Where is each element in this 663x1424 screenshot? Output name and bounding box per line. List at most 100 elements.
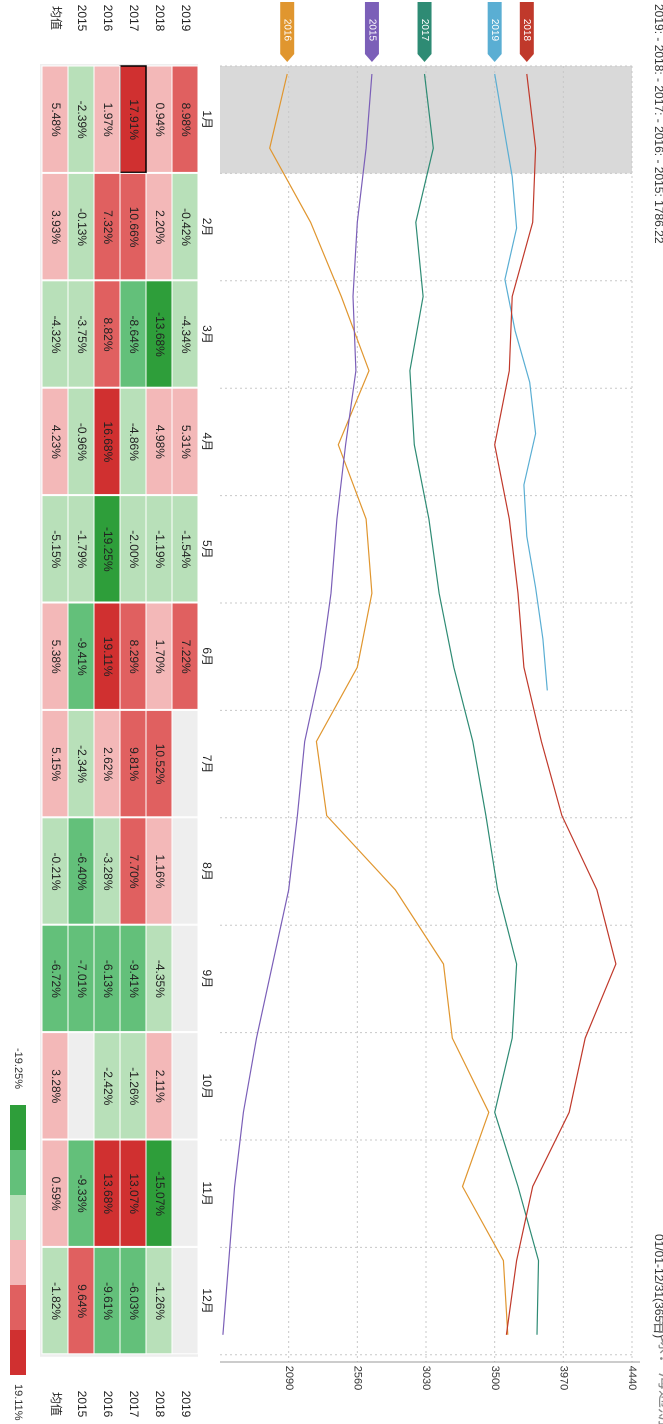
cell-value: -6.03% bbox=[127, 1282, 141, 1320]
cell-value: 4.98% bbox=[153, 425, 167, 459]
table-cell: -7.01% bbox=[67, 924, 95, 1033]
color-scale-swatch bbox=[10, 1240, 26, 1285]
table-cell: 5.31% bbox=[171, 387, 199, 496]
cell-value: 3.28% bbox=[49, 1069, 63, 1103]
table-cell: 16.68% bbox=[93, 387, 121, 496]
series-flag-label: 2018 bbox=[521, 19, 532, 42]
cell-value: -4.86% bbox=[127, 423, 141, 461]
cell-value: -0.13% bbox=[75, 208, 89, 246]
table-cell: 7.22% bbox=[171, 602, 199, 710]
table-cell: 13.68% bbox=[93, 1139, 121, 1247]
month-label: 7月 bbox=[200, 755, 214, 774]
cell-value: -9.61% bbox=[101, 1282, 115, 1320]
month-label: 8月 bbox=[200, 862, 214, 881]
table-cell: -15.07% bbox=[145, 1139, 173, 1247]
year-header-top: 2017 bbox=[127, 5, 141, 32]
month-label: 6月 bbox=[200, 647, 214, 666]
cell-value: -1.26% bbox=[153, 1282, 167, 1320]
table-cell: -6.13% bbox=[93, 924, 121, 1033]
cell-value: 0.94% bbox=[153, 103, 167, 137]
cell-value: 0.59% bbox=[49, 1177, 63, 1211]
cell-value: -6.13% bbox=[101, 960, 115, 998]
series-line-2016 bbox=[269, 73, 509, 1335]
cell-value: -9.41% bbox=[75, 638, 89, 676]
series-flag-label: 2019 bbox=[489, 19, 500, 42]
cell-value: 1.70% bbox=[153, 640, 167, 674]
table-cell: -0.96% bbox=[67, 387, 95, 496]
table-cell: -1.82% bbox=[41, 1246, 69, 1355]
table-cell: 10.66% bbox=[119, 172, 147, 281]
series-line-2015 bbox=[222, 73, 373, 1335]
year-header-bottom: 2016 bbox=[101, 1391, 115, 1418]
table-cell: 19.11% bbox=[93, 602, 121, 710]
table-cell: -4.32% bbox=[41, 280, 69, 388]
cell-value: -4.34% bbox=[179, 315, 193, 353]
table-cell: -3.28% bbox=[93, 817, 121, 925]
month-label: 1月 bbox=[200, 110, 214, 129]
series-flag-label: 2016 bbox=[282, 19, 293, 42]
table-cell: -6.40% bbox=[67, 817, 95, 925]
table-cell: 4.98% bbox=[145, 387, 173, 496]
cell-value: 8.98% bbox=[179, 103, 193, 137]
table-cell bbox=[171, 817, 199, 925]
table-cell: 1.16% bbox=[145, 817, 173, 925]
cell-value: 8.82% bbox=[101, 317, 115, 351]
table-cell: 9.81% bbox=[119, 709, 147, 818]
cell-value: 9.81% bbox=[127, 747, 141, 781]
cell-value: -6.40% bbox=[75, 852, 89, 890]
cell-value: -2.34% bbox=[75, 745, 89, 783]
cell-value: -2.00% bbox=[127, 530, 141, 568]
cell-value: -9.41% bbox=[127, 960, 141, 998]
table-cell bbox=[67, 1032, 95, 1140]
table-cell: -6.03% bbox=[119, 1246, 147, 1355]
table-cell: -2.00% bbox=[119, 495, 147, 603]
cell-value: -1.82% bbox=[49, 1282, 63, 1320]
table-cell: -8.64% bbox=[119, 280, 147, 388]
cell-value: 7.70% bbox=[127, 854, 141, 888]
table-cell: -9.61% bbox=[93, 1246, 121, 1355]
table-cell: 7.70% bbox=[119, 817, 147, 925]
cell-value: -0.21% bbox=[49, 852, 63, 890]
table-cell: -4.86% bbox=[119, 387, 147, 496]
series-line-2019 bbox=[494, 73, 548, 691]
table-cell: 4.23% bbox=[41, 387, 69, 496]
year-header-bottom: 2018 bbox=[153, 1391, 167, 1418]
line-chart: 2090 2560 3030 3500 3970 4440 2016 2015 2017 2019… bbox=[220, 2, 640, 1390]
table-cell bbox=[171, 1032, 199, 1140]
month-label: 3月 bbox=[200, 325, 214, 344]
table-cell: 5.38% bbox=[41, 602, 69, 710]
color-scale-max: 19.11% bbox=[12, 1384, 24, 1421]
cell-value: -1.26% bbox=[127, 1067, 141, 1105]
table-cell: 13.07% bbox=[119, 1139, 147, 1247]
cell-value: -3.28% bbox=[101, 852, 115, 890]
table-cell: 7.32% bbox=[93, 172, 121, 281]
series-flag-label: 2015 bbox=[366, 19, 377, 42]
cell-value: -4.32% bbox=[49, 315, 63, 353]
cell-value: 2.11% bbox=[153, 1070, 167, 1103]
cell-value: -1.19% bbox=[153, 530, 167, 568]
date-range-label: 01/01-12/31(365日) bbox=[652, 1234, 663, 1338]
chart-header: 2019: - 2018: - 2017: - 2016: - 2015: 17… bbox=[652, 4, 663, 1338]
year-header-bottom: 2017 bbox=[127, 1391, 141, 1418]
table-cell: -9.41% bbox=[67, 602, 95, 710]
cell-value: -2.39% bbox=[75, 101, 89, 139]
cell-value: -2.42% bbox=[101, 1067, 115, 1105]
table-cell: -1.54% bbox=[171, 495, 199, 603]
series-flag-2019: 2019 bbox=[487, 2, 502, 62]
year-header-top: 2015 bbox=[75, 5, 89, 32]
cell-value: 8.29% bbox=[127, 640, 141, 674]
cell-value: -19.25% bbox=[101, 527, 115, 572]
table-cell: 3.28% bbox=[41, 1032, 69, 1140]
cell-value: 5.15% bbox=[49, 747, 63, 781]
table-cell bbox=[171, 709, 199, 818]
cell-value: -0.96% bbox=[75, 423, 89, 461]
series-flag-2018: 2018 bbox=[519, 2, 534, 62]
series-line-2017 bbox=[409, 73, 540, 1335]
year-header-top: 2019 bbox=[179, 5, 193, 32]
color-scale-swatch bbox=[10, 1195, 26, 1240]
table-cell: 17.91% bbox=[119, 65, 147, 174]
cell-value: -5.15% bbox=[49, 530, 63, 568]
cell-value: 2.20% bbox=[153, 210, 167, 244]
table-cell: -0.21% bbox=[41, 817, 69, 925]
value-tick-label: 3030 bbox=[420, 1366, 432, 1390]
